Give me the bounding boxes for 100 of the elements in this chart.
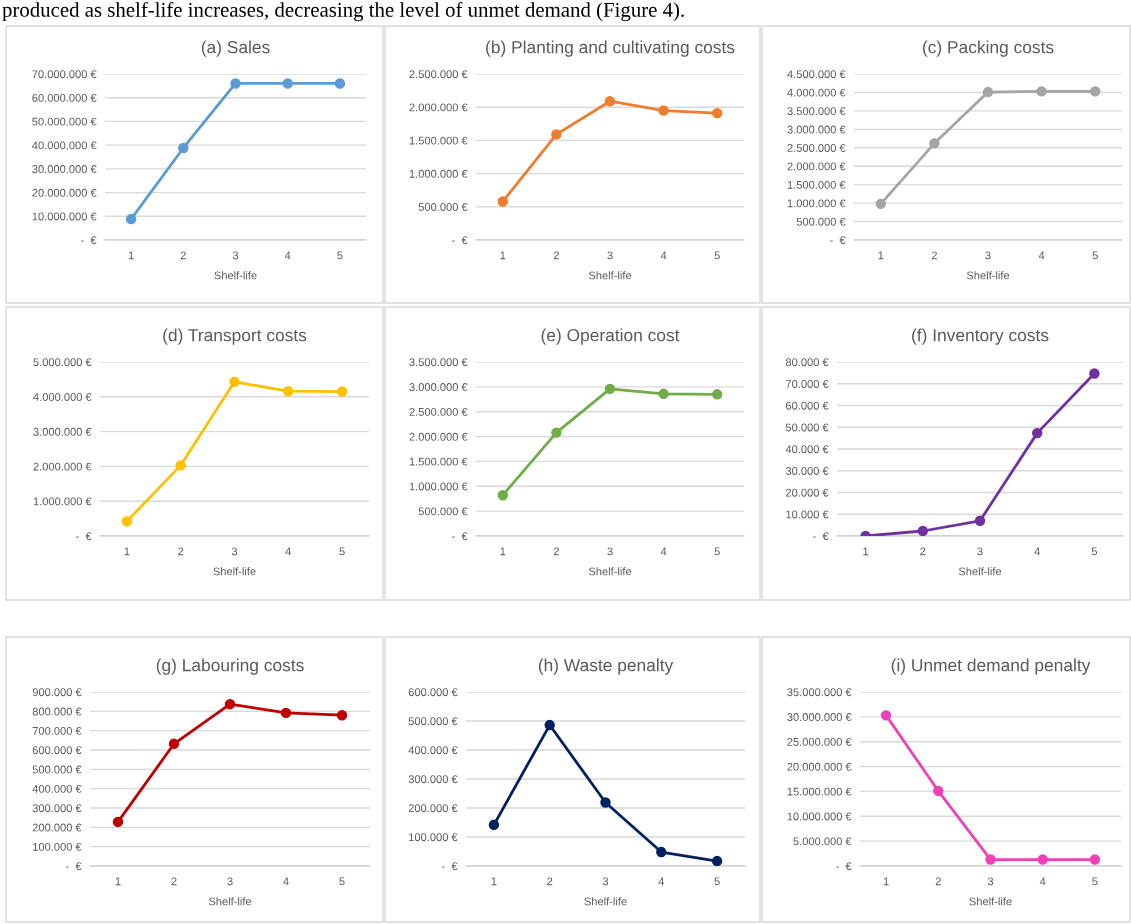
x-tick-label: 4	[658, 877, 665, 886]
y-tick-label: 20.000 €	[785, 488, 829, 497]
x-axis-title: Shelf-life	[958, 567, 1002, 576]
y-tick-label: 100.000 €	[409, 833, 458, 842]
chart-title: (a) Sales	[201, 40, 270, 57]
point	[551, 129, 562, 140]
x-tick-label: 2	[178, 547, 184, 556]
y-tick-label: 500.000 €	[408, 717, 458, 726]
y-tick-label: 500.000 €	[32, 765, 82, 774]
y-tick-label: 3.500.000 €	[787, 107, 846, 116]
point	[604, 383, 616, 395]
x-tick-label: 3	[607, 547, 613, 556]
y-tick-label: 20.000.000 €	[787, 762, 852, 771]
y-tick-label: 30.000 €	[785, 467, 829, 475]
y-tick-label: 1.500.000 €	[787, 180, 846, 189]
y-tick-label: 3.000.000 €	[33, 427, 92, 436]
x-tick-label: 5	[714, 547, 720, 556]
y-tick-label: 25.000.000 €	[787, 737, 852, 746]
y-tick-label: 600.000 €	[408, 688, 458, 697]
y-tick-label: 70.000.000 €	[32, 70, 97, 79]
x-tick-label: 2	[931, 251, 937, 260]
x-axis-title: Shelf-life	[588, 271, 632, 280]
y-tick-label: 50.000 €	[785, 423, 829, 432]
y-tick-label: 40.000.000 €	[32, 141, 97, 150]
x-axis-title: Shelf-life	[966, 271, 1010, 280]
y-tick-label: 20.000.000 €	[32, 188, 97, 197]
point	[1036, 86, 1047, 97]
point	[551, 427, 562, 438]
x-tick-label: 4	[283, 877, 289, 886]
point	[1037, 854, 1048, 865]
chart-title: (g) Labouring costs	[156, 658, 304, 675]
y-tick-label: 4.500.000 €	[787, 70, 846, 79]
y-tick-label: - €	[813, 532, 829, 541]
y-tick-label: 5.000.000 €	[33, 358, 92, 367]
y-tick-label: 40.000 €	[785, 445, 829, 454]
y-tick-label: 800.000 €	[32, 707, 82, 716]
point	[280, 707, 292, 719]
y-tick-label: 900.000 €	[32, 688, 82, 697]
point	[880, 710, 892, 721]
x-tick-label: 4	[284, 251, 291, 260]
chart-title: (e) Operation cost	[541, 328, 680, 345]
point	[982, 86, 994, 98]
y-tick-label: 2.000.000 €	[409, 103, 468, 112]
point	[112, 816, 124, 828]
y-tick-label: 1.500.000 €	[409, 136, 468, 145]
x-tick-label: 4	[660, 251, 667, 260]
point	[121, 516, 133, 527]
x-axis-title: Shelf-life	[213, 567, 256, 576]
x-tick-label: 5	[1092, 877, 1098, 886]
y-tick-label: 10.000.000 €	[787, 812, 852, 821]
x-tick-label: 3	[231, 547, 238, 556]
y-tick-label: 1.000.000 €	[409, 169, 468, 178]
x-tick-label: 5	[339, 547, 345, 556]
x-tick-label: 4	[1039, 877, 1046, 886]
y-tick-label: 10.000.000 €	[32, 212, 97, 221]
x-axis-title: Shelf-life	[969, 897, 1012, 906]
x-tick-label: 4	[1034, 547, 1040, 556]
point	[1089, 86, 1101, 97]
point	[711, 389, 723, 400]
point	[1031, 427, 1043, 439]
x-axis-title: Shelf-life	[588, 567, 632, 576]
y-tick-label: 50.000.000 €	[32, 117, 97, 126]
y-tick-label: 400.000 €	[408, 746, 458, 755]
x-tick-label: 5	[714, 877, 720, 886]
x-tick-label: 4	[1038, 251, 1045, 260]
x-tick-label: 3	[227, 877, 233, 886]
x-tick-label: 3	[607, 251, 613, 260]
point	[974, 515, 986, 526]
point	[544, 719, 555, 731]
y-tick-label: 2.000.000 €	[787, 162, 846, 171]
y-tick-label: 2.500.000 €	[409, 407, 468, 416]
x-tick-label: 2	[547, 877, 553, 886]
x-tick-label: 5	[339, 877, 345, 886]
x-tick-label: 1	[500, 251, 506, 260]
chart-title: (h) Waste penalty	[538, 658, 674, 675]
point	[875, 198, 887, 210]
y-tick-label: 400.000 €	[32, 784, 82, 793]
x-tick-label: 2	[935, 877, 941, 886]
x-tick-label: 5	[714, 251, 720, 260]
point	[600, 797, 611, 808]
x-tick-label: 1	[878, 251, 884, 260]
x-tick-label: 1	[115, 877, 121, 886]
y-tick-label: 300.000 €	[408, 775, 458, 784]
chart-title: (f) Inventory costs	[912, 328, 1049, 345]
point	[224, 698, 236, 710]
y-tick-label: - €	[452, 532, 468, 541]
y-tick-label: 1.000.000 €	[409, 482, 468, 491]
y-tick-label: 15.000.000 €	[787, 787, 852, 796]
text: produced as shelf-life increases, decreasing the level of unmet demand (Figure 4).	[2, 2, 684, 22]
point	[1089, 368, 1100, 379]
x-tick-label: 1	[124, 547, 130, 556]
point	[497, 490, 509, 501]
point	[711, 107, 723, 119]
y-tick-label: - €	[76, 532, 92, 541]
x-tick-label: 3	[977, 547, 983, 556]
point	[917, 525, 929, 536]
point	[282, 78, 293, 89]
point	[985, 854, 996, 865]
y-tick-label: - €	[81, 236, 97, 245]
point	[488, 819, 500, 831]
